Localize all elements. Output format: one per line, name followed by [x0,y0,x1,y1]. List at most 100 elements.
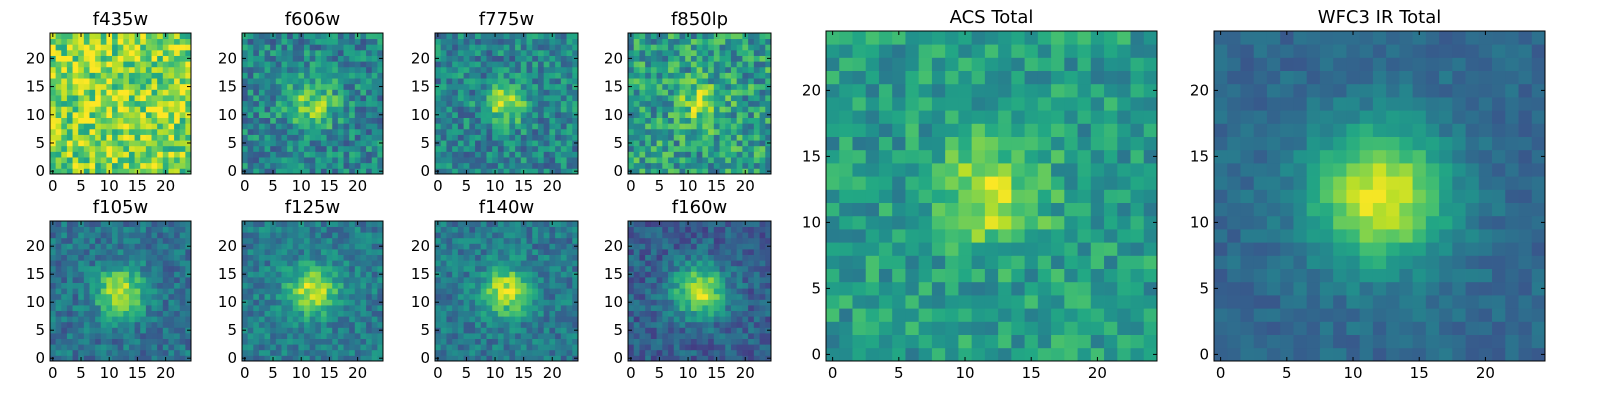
heatmap-cell [298,243,305,250]
heatmap-cell [55,72,62,79]
heatmap-cell [61,66,68,73]
heatmap-cell [258,78,265,85]
heatmap-cell [264,338,271,345]
heatmap-cell [117,316,124,323]
heatmap-cell [492,95,499,102]
heatmap-cell [89,243,96,250]
heatmap-cell [117,288,124,295]
heatmap-cell [179,83,186,90]
heatmap-cell [656,145,663,152]
heatmap-cell [713,305,720,311]
heatmap-cell [730,134,738,141]
heatmap-cell [497,78,505,85]
heatmap-cell [55,249,62,255]
heatmap-cell [162,277,169,283]
y-tick-label: 0 [420,162,430,180]
heatmap-cell [72,299,79,306]
heatmap-cell [480,349,487,356]
heatmap-cell [100,260,107,267]
y-tick-label: 15 [411,265,430,283]
heatmap-cell [309,344,316,351]
heatmap-cell [134,89,141,96]
heatmap-cell [151,299,158,306]
heatmap-cell [730,49,738,56]
heatmap-cell [371,33,378,40]
heatmap-cell [765,89,772,96]
heatmap-cell [174,321,181,328]
panel-title: f435w [93,9,148,30]
heatmap-cell [673,145,680,152]
heatmap-cell [515,117,522,124]
heatmap-cell [320,89,327,96]
heatmap-cell [679,78,686,85]
heatmap-cell [690,111,698,118]
heatmap-cell [179,282,186,289]
heatmap-cell [332,66,339,73]
heatmap-cell [349,44,356,51]
heatmap-cell [497,44,505,51]
heatmap-cell [765,49,772,56]
heatmap-cell [532,55,539,62]
heatmap-cell [264,38,271,45]
heatmap-cell [753,61,760,68]
heatmap-cell [128,128,135,135]
heatmap-cell [179,232,186,239]
heatmap-cell [543,78,550,85]
heatmap-cell [320,277,327,283]
heatmap-cell [509,78,516,85]
heatmap-cell [66,310,73,317]
heatmap-cell [690,310,698,317]
heatmap-cell [100,128,107,135]
heatmap-cell [492,61,499,68]
heatmap-cell [343,321,350,328]
heatmap-cell [480,123,487,130]
heatmap-cell [287,327,294,334]
heatmap-cell [509,140,516,147]
heatmap-cell [275,226,282,233]
heatmap-cell [656,305,663,311]
heatmap-cell [309,72,316,79]
heatmap-cell [480,89,487,96]
heatmap-cell [258,168,265,175]
heatmap-cell [566,310,573,317]
heatmap-cell [566,100,573,107]
heatmap-cell [435,344,442,351]
heatmap-cell [157,316,164,323]
heatmap-cell [287,232,294,239]
heatmap-cell [679,128,686,135]
heatmap-cell [242,157,249,164]
y-tick-label: 20 [411,49,430,67]
heatmap-cell [292,232,299,239]
heatmap-cell [168,100,175,107]
heatmap-cell [662,44,669,51]
heatmap-cell [78,78,85,85]
heatmap-cell [713,117,720,124]
heatmap-cell [258,55,265,62]
heatmap-cell [315,61,322,68]
heatmap-cell [145,151,152,158]
heatmap-cell [298,254,305,261]
heatmap-cell [435,282,442,289]
heatmap-cell [566,349,573,356]
heatmap-cell [281,299,288,306]
heatmap-cell [457,221,464,227]
heatmap-cell [281,310,288,317]
heatmap-cell [66,327,73,334]
heatmap-cell [145,128,152,135]
heatmap-cell [446,95,453,102]
heatmap-cell [354,243,361,250]
x-tick-label: 0 [433,364,443,382]
heatmap-cell [258,145,265,152]
heatmap-cell [475,89,482,96]
heatmap-cell [486,355,493,362]
heatmap-cell [337,100,344,107]
heatmap-cell [100,226,107,233]
heatmap-cell [83,254,90,261]
heatmap-cell [656,134,663,141]
heatmap-cell [253,72,260,79]
heatmap-cell [377,128,384,135]
heatmap-cell [633,72,640,79]
heatmap-cell [492,260,499,267]
heatmap-cell [650,89,657,96]
heatmap-cell [253,111,260,118]
